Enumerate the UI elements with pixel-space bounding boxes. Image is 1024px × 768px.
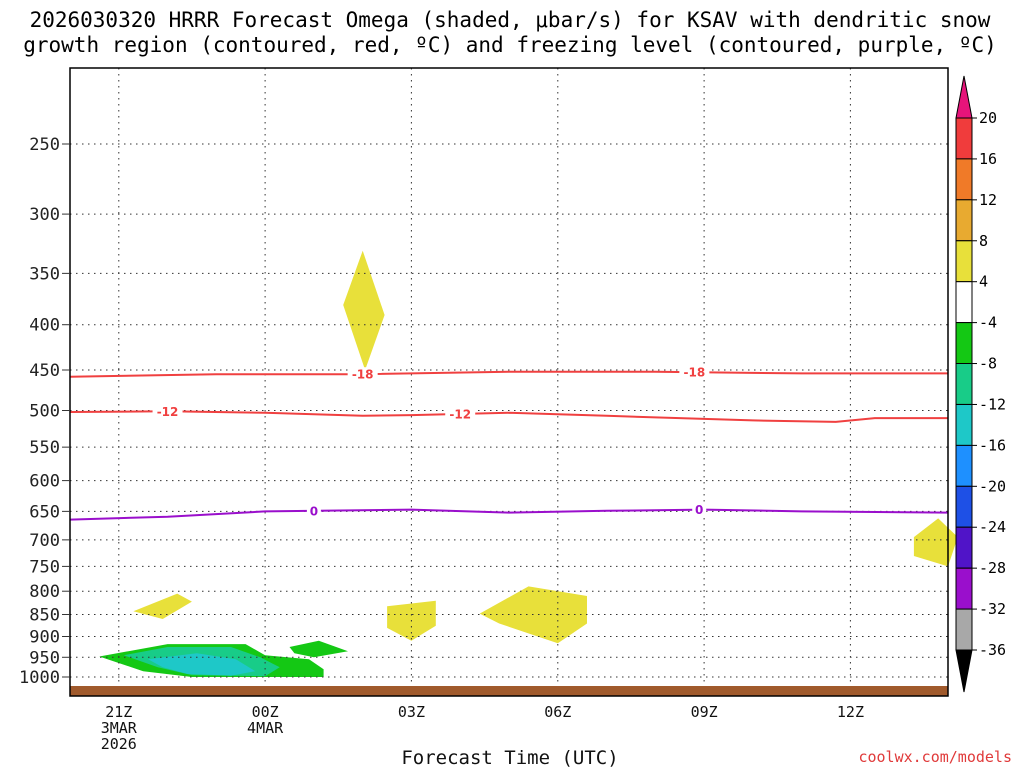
pressure-tick-label: 950 bbox=[29, 648, 60, 668]
colorbar-bin bbox=[955, 240, 973, 283]
time-tick-label: 06Z bbox=[544, 703, 571, 721]
colorbar-tick-label: -20 bbox=[979, 477, 1006, 495]
pressure-tick-label: 450 bbox=[29, 361, 60, 381]
contour-value-label: -18 bbox=[352, 368, 374, 382]
pressure-tick-label: 1000 bbox=[19, 668, 60, 688]
x-axis-label: Forecast Time (UTC) bbox=[401, 747, 618, 768]
omega-shaded-region bbox=[133, 593, 192, 619]
pressure-tick-label: 400 bbox=[29, 316, 60, 336]
colorbar-bin bbox=[955, 322, 973, 365]
omega-shading-layer bbox=[99, 250, 958, 677]
time-tick-label: 12Z bbox=[837, 703, 864, 721]
contour-line bbox=[69, 370, 948, 378]
pressure-tick-label: 800 bbox=[29, 582, 60, 602]
time-tick-label: 3MAR bbox=[101, 719, 138, 737]
pressure-tick-label: 350 bbox=[29, 264, 60, 284]
colorbar-bin bbox=[955, 567, 973, 610]
omega-shaded-region bbox=[289, 640, 348, 658]
pressure-tick-label: 300 bbox=[29, 205, 60, 225]
pressure-tick-label: 900 bbox=[29, 627, 60, 647]
colorbar-tick-label: 4 bbox=[979, 273, 988, 291]
contour-value-label: 0 bbox=[310, 504, 318, 518]
colorbar-tick-label: -4 bbox=[979, 314, 997, 332]
pressure-tick-label: 850 bbox=[29, 606, 60, 626]
time-tick-label: 09Z bbox=[691, 703, 718, 721]
colorbar-bin bbox=[955, 281, 973, 324]
colorbar-top-arrow bbox=[955, 75, 973, 119]
colorbar-tick-label: -32 bbox=[979, 600, 1006, 618]
pressure-tick-label: 550 bbox=[29, 438, 60, 458]
colorbar-bin bbox=[955, 158, 973, 201]
chart-title-line-1: 2026030320 HRRR Forecast Omega (shaded, … bbox=[30, 8, 991, 32]
colorbar-bin bbox=[955, 117, 973, 160]
colorbar-bin bbox=[955, 526, 973, 569]
time-tick-label: 03Z bbox=[398, 703, 425, 721]
contour-value-label: -12 bbox=[157, 405, 179, 419]
omega-shaded-region bbox=[343, 250, 385, 370]
ground-surface-bar bbox=[70, 686, 948, 696]
pressure-tick-label: 250 bbox=[29, 135, 60, 155]
time-tick-label: 21Z bbox=[105, 703, 132, 721]
contour-layer: -18 -18 -12 -12 0 0 bbox=[69, 365, 949, 521]
colorbar-bin bbox=[955, 444, 973, 487]
pressure-axis: 2503003504004505005506006507007508008509… bbox=[19, 135, 70, 688]
contour-label-background bbox=[152, 404, 183, 419]
colorbar-tick-label: 16 bbox=[979, 150, 997, 168]
contour-value-label: -18 bbox=[684, 366, 706, 380]
contour-value-label: -12 bbox=[449, 407, 471, 421]
contour-label-background bbox=[445, 406, 476, 421]
colorbar-tick-label: -12 bbox=[979, 395, 1006, 413]
colorbar-tick-label: -28 bbox=[979, 559, 1006, 577]
omega-shaded-region bbox=[913, 518, 958, 567]
pressure-tick-label: 750 bbox=[29, 557, 60, 577]
colorbar-tick-label: -24 bbox=[979, 518, 1006, 536]
contour-label-background bbox=[679, 365, 710, 380]
time-tick-label: 4MAR bbox=[247, 719, 284, 737]
grid-layer bbox=[70, 68, 948, 686]
colorbar-bin bbox=[955, 363, 973, 405]
chart-title-line-2: growth region (contoured, red, ºC) and f… bbox=[23, 33, 997, 57]
time-tick-label: 2026 bbox=[101, 735, 137, 753]
colorbar-tick-label: -36 bbox=[979, 641, 1006, 659]
time-tick-label: 00Z bbox=[252, 703, 279, 721]
colorbar-bin bbox=[955, 199, 973, 242]
omega-colorbar: 20 16 12 8 4 -4 -8 -12 -16 -20 -24 -28 -32 -36 bbox=[955, 75, 1006, 693]
contour-line bbox=[69, 508, 949, 521]
colorbar-bin bbox=[955, 485, 973, 528]
pressure-tick-label: 500 bbox=[29, 402, 60, 422]
contour-label-background bbox=[306, 503, 321, 518]
contour-label-background bbox=[347, 367, 378, 382]
pressure-tick-label: 650 bbox=[29, 502, 60, 522]
plot-area: -18 -18 -12 -12 0 0 bbox=[69, 67, 958, 697]
colorbar-tick-label: 20 bbox=[979, 109, 997, 127]
omega-shaded-region bbox=[148, 653, 256, 676]
colorbar-bin bbox=[955, 608, 973, 651]
pressure-tick-label: 600 bbox=[29, 472, 60, 492]
colorbar-tick-label: 12 bbox=[979, 191, 997, 209]
pressure-tick-label: 700 bbox=[29, 531, 60, 551]
source-credit: coolwx.com/models bbox=[858, 748, 1012, 766]
contour-label-background bbox=[692, 502, 707, 517]
colorbar-bin bbox=[955, 404, 973, 446]
colorbar-tick-label: 8 bbox=[979, 232, 988, 250]
colorbar-tick-label: -8 bbox=[979, 355, 997, 373]
colorbar-tick-label: -16 bbox=[979, 436, 1006, 454]
contour-value-label: 0 bbox=[695, 503, 703, 517]
colorbar-bottom-arrow bbox=[955, 649, 973, 693]
plot-frame bbox=[69, 67, 949, 697]
contour-line bbox=[69, 410, 948, 423]
